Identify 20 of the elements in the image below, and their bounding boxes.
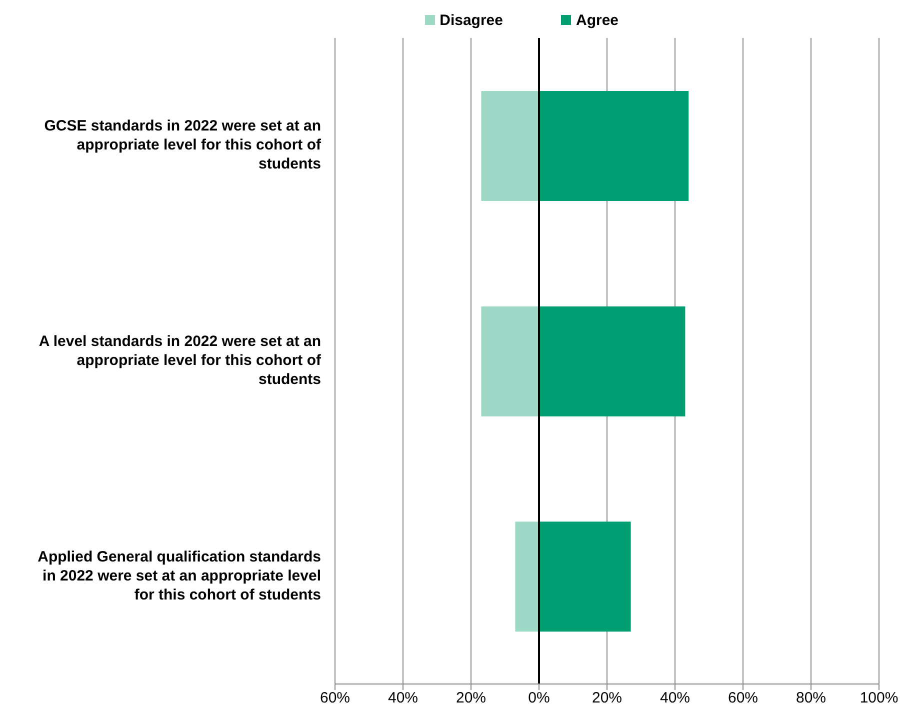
bar (481, 306, 539, 416)
bar (539, 522, 631, 632)
bar (515, 522, 539, 632)
legend-label: Agree (575, 12, 619, 29)
y-tick-label: Applied General qualification standards in 2022 were set at an appropriate level for this cohort of students (38, 548, 321, 604)
x-tick-label: 100% (860, 690, 898, 707)
x-tick-label: 0% (528, 690, 550, 707)
bar (539, 306, 686, 416)
x-tick-label: 60% (728, 690, 758, 707)
bar (539, 91, 689, 201)
x-tick-label: 80% (796, 690, 826, 707)
x-tick-label: 20% (456, 690, 486, 707)
x-tick-label: 40% (660, 690, 690, 707)
y-tick-label: A level standards in 2022 were set at an appropriate level for this cohort of students (38, 332, 322, 388)
x-tick-label: 20% (592, 690, 622, 707)
x-tick-label: 60% (320, 690, 350, 707)
bar (481, 91, 539, 201)
x-tick-label: 40% (388, 690, 418, 707)
legend-label: Disagree (438, 12, 503, 29)
y-tick-label: GCSE standards in 2022 were set at an appropriate level for this cohort of students (44, 118, 322, 173)
